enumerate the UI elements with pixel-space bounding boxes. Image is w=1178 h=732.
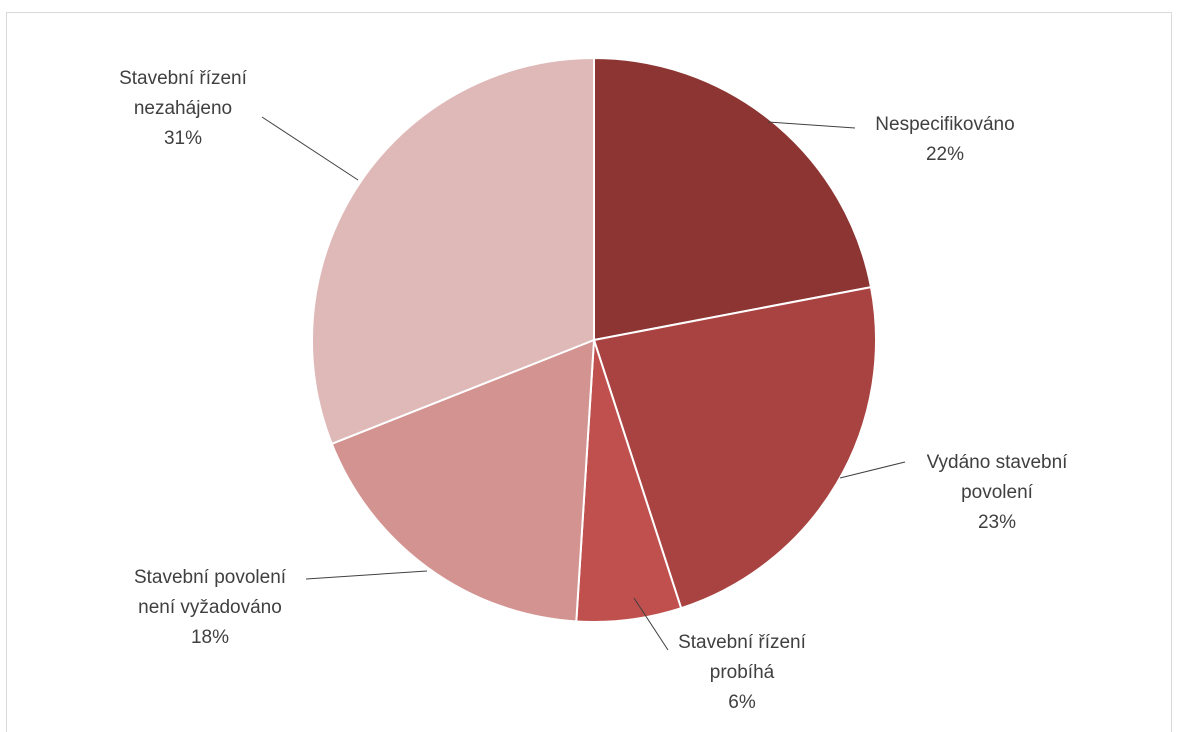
data-label-2: Stavební řízení probíhá 6% bbox=[678, 632, 807, 713]
data-label-line: Stavební řízení bbox=[119, 68, 248, 89]
leader-line-4 bbox=[261, 116, 359, 181]
data-label-line: Nespecifikováno bbox=[875, 114, 1014, 135]
pie-slices bbox=[311, 56, 878, 623]
data-label-line: povolení bbox=[961, 482, 1034, 503]
pie-slice-3 bbox=[330, 338, 596, 623]
data-label-3: Stavební povolení není vyžadováno 18% bbox=[134, 567, 287, 648]
data-label-percent: 31% bbox=[164, 128, 202, 149]
data-label-0: Nespecifikováno 22% bbox=[875, 114, 1014, 165]
leader-lines bbox=[261, 116, 906, 651]
data-label-line: nezahájeno bbox=[134, 98, 232, 119]
leader-line-3 bbox=[305, 570, 428, 580]
data-label-percent: 18% bbox=[191, 627, 229, 648]
data-label-line: Vydáno stavební bbox=[927, 452, 1069, 473]
data-label-line: Stavební povolení bbox=[134, 567, 287, 588]
leader-line-2 bbox=[633, 597, 669, 651]
data-label-percent: 6% bbox=[728, 692, 756, 713]
leader-line-0 bbox=[767, 121, 856, 129]
data-label-4: Stavební řízení nezahájeno 31% bbox=[119, 68, 248, 149]
data-label-line: není vyžadováno bbox=[138, 597, 282, 618]
leader-line-1 bbox=[839, 461, 906, 479]
pie-slice-1 bbox=[592, 285, 878, 610]
data-label-line: Stavební řízení bbox=[678, 632, 807, 653]
pie-slice-4 bbox=[311, 56, 595, 446]
data-label-1: Vydáno stavební povolení 23% bbox=[927, 452, 1069, 533]
data-label-percent: 22% bbox=[926, 144, 964, 165]
data-labels: Nespecifikováno 22% Vydáno stavební povolen… bbox=[119, 68, 1068, 713]
data-label-percent: 23% bbox=[978, 512, 1016, 533]
data-label-line: probíhá bbox=[710, 662, 775, 683]
